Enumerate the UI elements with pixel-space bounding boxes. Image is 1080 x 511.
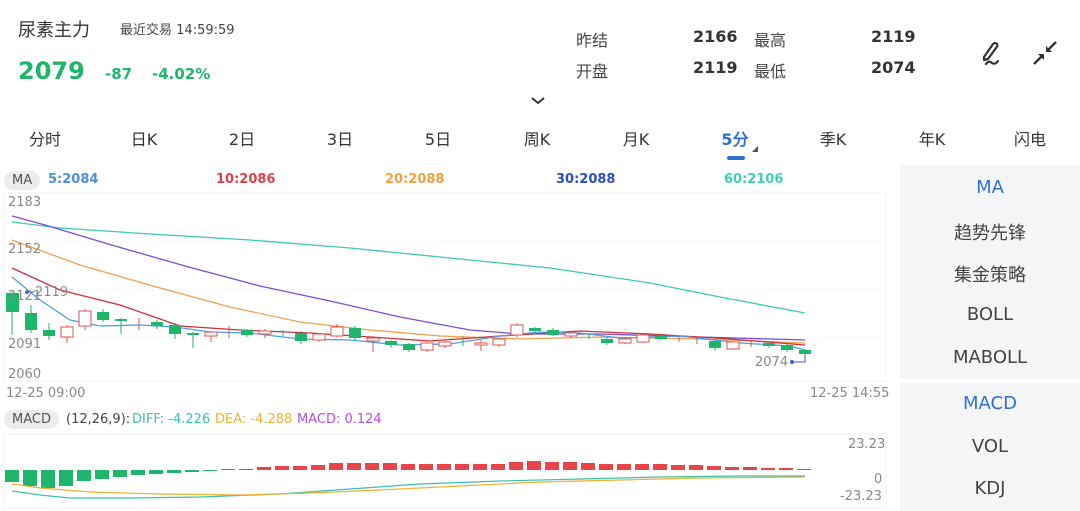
tab-yearly-k[interactable]: 年K — [918, 130, 946, 149]
macd-chart[interactable]: 23.23 0 -23.23 — [0, 432, 900, 511]
tab-weekly-k[interactable]: 周K — [523, 130, 551, 149]
tab-2day[interactable]: 2日 — [228, 130, 256, 149]
ma20-value: 20:2088 — [385, 172, 445, 187]
stat-label-low: 最低 — [754, 62, 787, 81]
indicator-ma[interactable]: MA — [976, 177, 1004, 198]
indicator-side-panel: MA 趋势先锋 集金策略 BOLL MABOLL MACD VOL KDJ — [900, 165, 1080, 511]
stat-value-high: 2119 — [871, 27, 916, 46]
x-axis-end: 12-25 14:55 — [810, 386, 890, 401]
collapse-arrows-icon[interactable] — [1030, 38, 1060, 68]
y-axis-label-4: 2091 — [8, 337, 42, 352]
price-change-pct: -4.02% — [152, 65, 211, 83]
indicator-gold-strategy[interactable]: 集金策略 — [954, 265, 1026, 286]
ma-indicator-pill[interactable]: MA — [4, 171, 41, 190]
stat-label-open: 开盘 — [576, 62, 609, 81]
indicator-boll[interactable]: BOLL — [966, 304, 1014, 325]
ma60-value: 60:2106 — [724, 172, 784, 187]
tab-5day[interactable]: 5日 — [424, 130, 452, 149]
macd-y-bottom: -23.23 — [840, 489, 882, 504]
last-price: 2079 — [18, 57, 85, 85]
macd-y-zero: 0 — [874, 472, 883, 487]
ma5-value: 5:2084 — [48, 172, 99, 187]
y-axis-label-2: 2152 — [8, 242, 42, 257]
tab-flash[interactable]: 闪电 — [1013, 130, 1047, 149]
indicator-maboll[interactable]: MABOLL — [952, 347, 1028, 368]
indicator-vol[interactable]: VOL — [971, 436, 1009, 457]
y-axis-label-3: 2121 — [8, 289, 42, 304]
quote-header: 尿素主力 最近交易 14:59:59 2079 -87 -4.02% 昨结 21… — [0, 0, 1080, 112]
y-axis-label-bottom: 2060 — [8, 367, 42, 382]
price-change: -87 — [105, 65, 133, 83]
draw-pen-icon[interactable] — [978, 38, 1008, 68]
macd-y-top: 23.23 — [848, 437, 886, 452]
indicator-kdj[interactable]: KDJ — [974, 478, 1006, 499]
period-tabs: 分时 日K 2日 3日 5日 周K 月K 5分 季K 年K 闪电 — [0, 120, 1080, 162]
ma30-value: 30:2088 — [556, 172, 616, 187]
last-trade-info: 最近交易 14:59:59 — [120, 19, 235, 38]
instrument-title: 尿素主力 — [18, 20, 90, 41]
tab-daily-k[interactable]: 日K — [130, 130, 158, 149]
stat-label-high: 最高 — [754, 31, 787, 50]
macd-legend: MACD (12,26,9): DIFF: -4.226 DEA: -4.288… — [0, 408, 900, 432]
ma-legend: MA 5:2084 10:2086 20:2088 30:2088 60:210… — [0, 168, 900, 192]
indicator-macd[interactable]: MACD — [963, 393, 1017, 414]
stat-value-low: 2074 — [871, 58, 916, 77]
ma10-value: 10:2086 — [216, 172, 276, 187]
last-trade-time: 14:59:59 — [176, 23, 235, 38]
active-tab-indicator — [727, 156, 745, 160]
high-price-marker: 2119 — [35, 285, 69, 300]
tab-monthly-k[interactable]: 月K — [622, 130, 650, 149]
chevron-down-icon[interactable] — [531, 90, 545, 105]
side-panel-divider — [900, 379, 1080, 383]
y-axis-label-top: 2183 — [8, 195, 42, 210]
tab-5min[interactable]: 5分 — [721, 130, 749, 149]
x-axis-start: 12-25 09:00 — [6, 386, 86, 401]
tab-intraday[interactable]: 分时 — [28, 130, 62, 149]
macd-diff: DIFF: -4.226 — [132, 412, 211, 427]
tab-quarterly-k[interactable]: 季K — [819, 130, 847, 149]
low-price-marker: 2074 — [755, 355, 789, 370]
stat-value-prev-settle: 2166 — [693, 27, 738, 46]
stat-label-prev-settle: 昨结 — [576, 31, 609, 50]
macd-dea: DEA: -4.288 — [215, 412, 293, 427]
indicator-trend-pioneer[interactable]: 趋势先锋 — [954, 223, 1026, 244]
stat-value-open: 2119 — [693, 58, 738, 77]
macd-params: (12,26,9): — [66, 412, 131, 427]
macd-value: MACD: 0.124 — [297, 412, 382, 427]
tab-3day[interactable]: 3日 — [326, 130, 354, 149]
last-trade-label: 最近交易 — [120, 23, 173, 38]
macd-indicator-pill[interactable]: MACD — [4, 410, 59, 429]
candlestick-chart[interactable]: 2183 2152 2121 2091 2060 2119 2074 — [0, 192, 900, 382]
tab-dropdown-corner-icon[interactable] — [752, 146, 758, 152]
